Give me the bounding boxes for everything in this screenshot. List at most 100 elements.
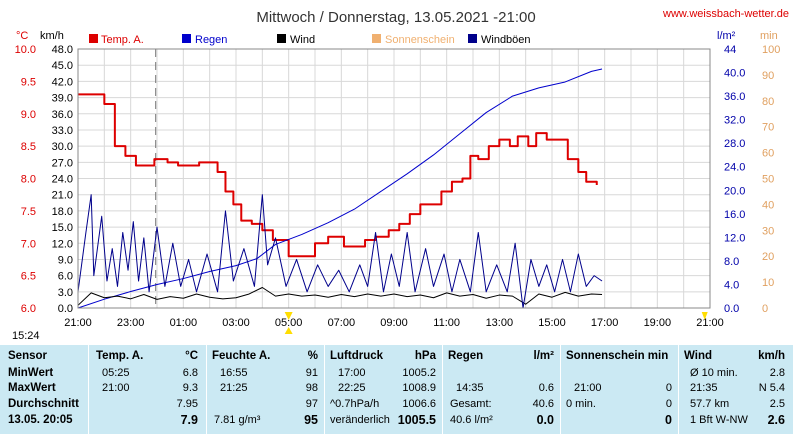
rain-tick-label: 4.0 xyxy=(724,279,739,291)
temp-max: 9.3 xyxy=(182,382,198,394)
sun-avg-label: 0 min. xyxy=(566,398,596,410)
series-regen-line xyxy=(77,68,603,309)
site-link[interactable]: www.weissbach-wetter.de xyxy=(662,8,789,20)
wind-tick-label: 9.0 xyxy=(58,254,73,266)
sensor-header: Sensor xyxy=(8,350,47,362)
temp-max-time: 21:00 xyxy=(102,382,130,394)
humidity-min: 91 xyxy=(305,367,318,379)
row-label-min: MinWert xyxy=(8,367,54,379)
legend-rain: Regen xyxy=(195,34,227,46)
humidity-current: 95 xyxy=(304,413,318,427)
legend-swatch-temp xyxy=(89,34,98,43)
sun-tick-label: 0 xyxy=(762,303,768,315)
sun-axis-label: min xyxy=(760,30,778,42)
temp-avg: 7.95 xyxy=(176,398,198,410)
rain-total: 40.6 xyxy=(532,398,554,410)
sun-event-marker xyxy=(701,312,708,320)
x-tick-label: 11:00 xyxy=(433,317,460,329)
sun-tick-label: 40 xyxy=(762,199,774,211)
x-tick-label: 21:00 xyxy=(64,317,92,329)
legend-swatch-gust xyxy=(468,34,477,43)
temp-unit: °C xyxy=(185,350,198,362)
pressure-change: veränderlich xyxy=(330,414,390,426)
x-tick-label: 09:00 xyxy=(380,317,408,329)
x-tick-label: 15:00 xyxy=(538,317,566,329)
rain-current-label: 40.6 l/m² xyxy=(450,414,493,426)
temp-tick-label: 6.5 xyxy=(21,271,36,283)
series-windb-en-line xyxy=(77,194,603,309)
wind-tick-label: 27.0 xyxy=(52,157,73,169)
plot-series xyxy=(77,68,603,309)
rain-header: Regen xyxy=(448,350,484,362)
wind-unit: km/h xyxy=(758,350,785,362)
wind-max-time: 21:35 xyxy=(690,382,718,394)
chart-title: Mittwoch / Donnerstag, 13.05.2021 -21:00 xyxy=(256,9,535,26)
legend: Temp. A. Regen Wind Sonnenschein Windböe… xyxy=(89,34,531,46)
pressure-header: Luftdruck xyxy=(330,350,384,362)
temp-tick-label: 10.0 xyxy=(15,44,36,56)
temp-min: 6.8 xyxy=(182,367,198,379)
sun-tick-label: 30 xyxy=(762,225,774,237)
sun-avg: 0 xyxy=(665,398,672,410)
sun-tick-label: 90 xyxy=(762,70,774,82)
temp-tick-label: 9.5 xyxy=(21,76,36,88)
temp-current: 7.9 xyxy=(180,413,198,427)
legend-temp: Temp. A. xyxy=(101,34,144,46)
wind-tick-label: 42.0 xyxy=(52,76,73,88)
temp-tick-label: 7.0 xyxy=(21,238,36,250)
wind-avg-label: 57.7 km xyxy=(690,398,730,410)
sun-tick-label: 80 xyxy=(762,96,774,108)
x-tick-label: 17:00 xyxy=(591,317,619,329)
pressure-trend: ^0.7hPa/h xyxy=(330,398,380,410)
legend-sun: Sonnenschein xyxy=(385,34,455,46)
humidity-max-time: 21:25 xyxy=(220,382,248,394)
x-tick-label: 19:00 xyxy=(644,317,672,329)
pressure-min-time: 17:00 xyxy=(338,367,366,379)
pressure-avg: 1006.6 xyxy=(402,398,436,410)
rain-tick-label: 36.0 xyxy=(724,91,745,103)
x-tick-label: 07:00 xyxy=(328,317,356,329)
sun-tick-label: 70 xyxy=(762,122,774,134)
wind-tick-label: 30.0 xyxy=(52,141,73,153)
wind-header: Wind xyxy=(684,350,712,362)
wind-min: 2.8 xyxy=(769,367,785,379)
legend-swatch-rain xyxy=(182,34,191,43)
rain-unit: l/m² xyxy=(533,350,554,362)
x-tick-label: 01:00 xyxy=(170,317,198,329)
sun-header: Sonnenschein min xyxy=(566,350,669,362)
series-wind-line xyxy=(77,286,603,306)
wind-tick-label: 36.0 xyxy=(52,109,73,121)
wind-tick-label: 3.0 xyxy=(58,287,73,299)
wind-tick-label: 0.0 xyxy=(58,303,73,315)
humidity-min-time: 16:55 xyxy=(220,367,248,379)
temp-min-time: 05:25 xyxy=(102,367,130,379)
sun-max: 0 xyxy=(665,382,672,394)
legend-wind: Wind xyxy=(290,34,315,46)
rain-tick-label: 20.0 xyxy=(724,185,745,197)
humidity-abs: 7.81 g/m³ xyxy=(214,414,261,426)
rain-max-time: 14:35 xyxy=(456,382,484,394)
series-temp-a-line xyxy=(78,93,598,258)
rain-tick-label: 0.0 xyxy=(724,303,739,315)
temp-tick-label: 8.5 xyxy=(21,141,36,153)
wind-tick-label: 12.0 xyxy=(52,238,73,250)
sun-current: 0 xyxy=(665,413,672,427)
rain-tick-label: 8.0 xyxy=(724,256,739,268)
rain-tick-label: 16.0 xyxy=(724,209,745,221)
temp-tick-label: 7.5 xyxy=(21,206,36,218)
col-rain: Regen l/m² 14:35 0.6 Gesamt: 40.6 40.6 l/m²… xyxy=(442,345,560,434)
stats-table: Sensor MinWert MaxWert Durchschnitt 13.0… xyxy=(0,345,793,434)
wind-max: N 5.4 xyxy=(758,382,785,394)
humidity-header: Feuchte A. xyxy=(212,350,271,362)
rain-tick-label: 28.0 xyxy=(724,138,745,150)
sun-tick-label: 100 xyxy=(762,44,780,56)
sun-tick-label: 20 xyxy=(762,251,774,263)
row-label-avg: Durchschnitt xyxy=(8,398,79,410)
rain-tick-label: 44 xyxy=(724,44,736,56)
rain-axis-label: l/m² xyxy=(717,30,736,42)
x-tick-label: 03:00 xyxy=(222,317,250,329)
legend-swatch-sun xyxy=(372,34,381,43)
temp-tick-label: 9.0 xyxy=(21,109,36,121)
pressure-current: 1005.5 xyxy=(397,413,436,427)
col-humidity: Feuchte A.% 16:55 91 21:25 98 97 7.81 g/m³… xyxy=(206,345,324,434)
